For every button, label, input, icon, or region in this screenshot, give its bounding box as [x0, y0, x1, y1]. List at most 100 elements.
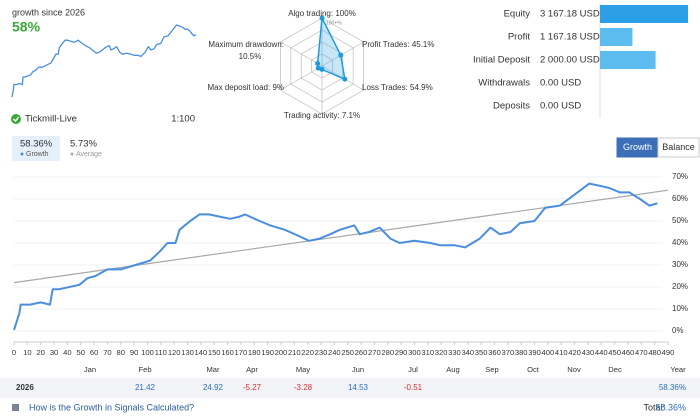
x-tick-label: 350	[475, 348, 488, 357]
y-tick-label: 70%	[672, 172, 688, 181]
help-icon	[12, 404, 19, 411]
account-label: Deposits	[493, 101, 530, 112]
growth-chart: 0% 10% 20% 30% 40% 50% 60% 70% 0 10 20 30 40 50 60 70 80…	[12, 172, 688, 357]
x-tick-label: 270	[368, 348, 381, 357]
sparkline	[11, 24, 197, 98]
account-value: 3 167.18 USD	[540, 9, 600, 20]
x-tick-label: 120	[168, 348, 181, 357]
month-cell: 24.92	[203, 383, 224, 392]
month-cell: 21.42	[135, 383, 156, 392]
account-label: Equity	[504, 9, 531, 20]
x-tick-label: 30	[50, 348, 58, 357]
radar-axis-name: Max deposit load:	[208, 83, 271, 92]
x-tick-label: 100	[141, 348, 154, 357]
radar-value: 100%	[335, 9, 355, 18]
x-tick-label: 0	[12, 348, 16, 357]
tab[interactable]	[657, 137, 700, 158]
stat-highlight	[12, 136, 60, 161]
radar-point	[319, 15, 325, 21]
x-tick-label: 410	[555, 348, 568, 357]
radar-spoke	[280, 41, 323, 67]
help-link[interactable]: How is the Growth in Signals Calculated?	[29, 402, 194, 412]
x-tick-label: 400	[542, 348, 555, 357]
x-tick-label: 280	[381, 348, 394, 357]
x-tick-label: 390	[528, 348, 541, 357]
x-tick-label: 360	[488, 348, 501, 357]
x-tick-label: 190	[261, 348, 274, 357]
stat-label: Growth	[26, 151, 49, 158]
tabs: Growth Balance	[616, 137, 700, 158]
x-tick-label: 90	[130, 348, 138, 357]
sparkline-path	[11, 24, 197, 98]
x-tick-label: 20	[36, 348, 44, 357]
radar-point	[342, 76, 348, 82]
y-tick-label: 40%	[672, 238, 688, 247]
stats: 58.36%Growth 5.73%Average	[20, 139, 102, 158]
radar-label: Loss Trades: 54.9%	[362, 83, 433, 92]
stat-label: Average	[76, 151, 102, 158]
x-tick-label: 110	[155, 348, 167, 357]
x-tick-label: 210	[288, 348, 301, 357]
stat-value: 58.36%	[20, 139, 53, 150]
account-value: 0.00 USD	[540, 101, 581, 112]
radar-label: Profit Trades: 45.1%	[362, 40, 435, 49]
x-tick-label: 460	[622, 348, 635, 357]
x-tick-label: 230	[315, 348, 328, 357]
month-header: Apr	[246, 365, 258, 374]
y-tick-label: 0%	[672, 326, 684, 335]
account-bars: Equity 3 167.18 USD Profit 1 167.18 USD Init…	[473, 3, 688, 118]
broker[interactable]: Tickmill-Live	[25, 114, 77, 125]
leverage: 1:100	[171, 114, 195, 125]
month-header: Sep	[485, 365, 499, 374]
account-value: 2 000.00 USD	[540, 55, 600, 66]
stat-dot	[20, 152, 24, 156]
account-bar	[600, 5, 688, 23]
radar-value: 7.1%	[342, 111, 360, 120]
month-cell: -5.27	[243, 383, 262, 392]
x-tick-label: 370	[502, 348, 515, 357]
x-tick-label: 250	[341, 348, 354, 357]
radar-value: 10.5%	[239, 52, 262, 61]
radar-label: Maximum drawdown:	[208, 40, 284, 49]
tab-label[interactable]: Growth	[623, 142, 652, 152]
account-label: Profit	[508, 32, 531, 43]
monthly-table: Jan Feb Mar Apr May Jun Jul Aug Sep Oct Nov Dec Year…	[16, 365, 686, 392]
x-tick-label: 260	[355, 348, 368, 357]
x-tick-label: 290	[395, 348, 408, 357]
x-tick-label: 320	[435, 348, 448, 357]
x-tick-label: 40	[63, 348, 71, 357]
account-value: 0.00 USD	[540, 78, 581, 89]
radar-chart: 100+% Algo trading: 100% Profit Trades: 45…	[208, 9, 435, 120]
radar-point	[315, 65, 321, 71]
stat-dot	[70, 152, 74, 156]
x-tick-label: 490	[662, 348, 675, 357]
radar-max-label: 100+%	[326, 20, 342, 26]
month-header: Jul	[408, 365, 418, 374]
tab-label[interactable]: Balance	[662, 142, 695, 152]
x-tick-label: 130	[181, 348, 194, 357]
month-header: Year	[670, 365, 686, 374]
radar-axis-name: Profit Trades:	[362, 40, 410, 49]
x-tick-label: 10	[23, 348, 31, 357]
radar-axis-name: Trading activity:	[284, 111, 340, 120]
x-tick-label: 140	[195, 348, 208, 357]
x-tick-label: 200	[275, 348, 288, 357]
month-cell: -0.51	[404, 383, 423, 392]
x-tick-label: 310	[421, 348, 434, 357]
month-header: Dec	[608, 365, 622, 374]
month-cell: 14.53	[348, 383, 369, 392]
radar-value: 54.9%	[410, 83, 433, 92]
x-tick-label: 50	[77, 348, 85, 357]
month-header: Nov	[567, 365, 581, 374]
x-tick-label: 420	[568, 348, 581, 357]
x-tick-label: 150	[208, 348, 221, 357]
x-tick-label: 480	[648, 348, 661, 357]
radar-axis-name: Loss Trades:	[362, 83, 408, 92]
radar-value: 45.1%	[412, 40, 435, 49]
x-tick-label: 240	[328, 348, 341, 357]
y-tick-label: 20%	[672, 282, 688, 291]
x-tick-label: 220	[301, 348, 314, 357]
growth-caption: growth since 2026	[12, 7, 85, 17]
account-label: Withdrawals	[478, 78, 530, 89]
row-year: 2026	[16, 383, 34, 392]
